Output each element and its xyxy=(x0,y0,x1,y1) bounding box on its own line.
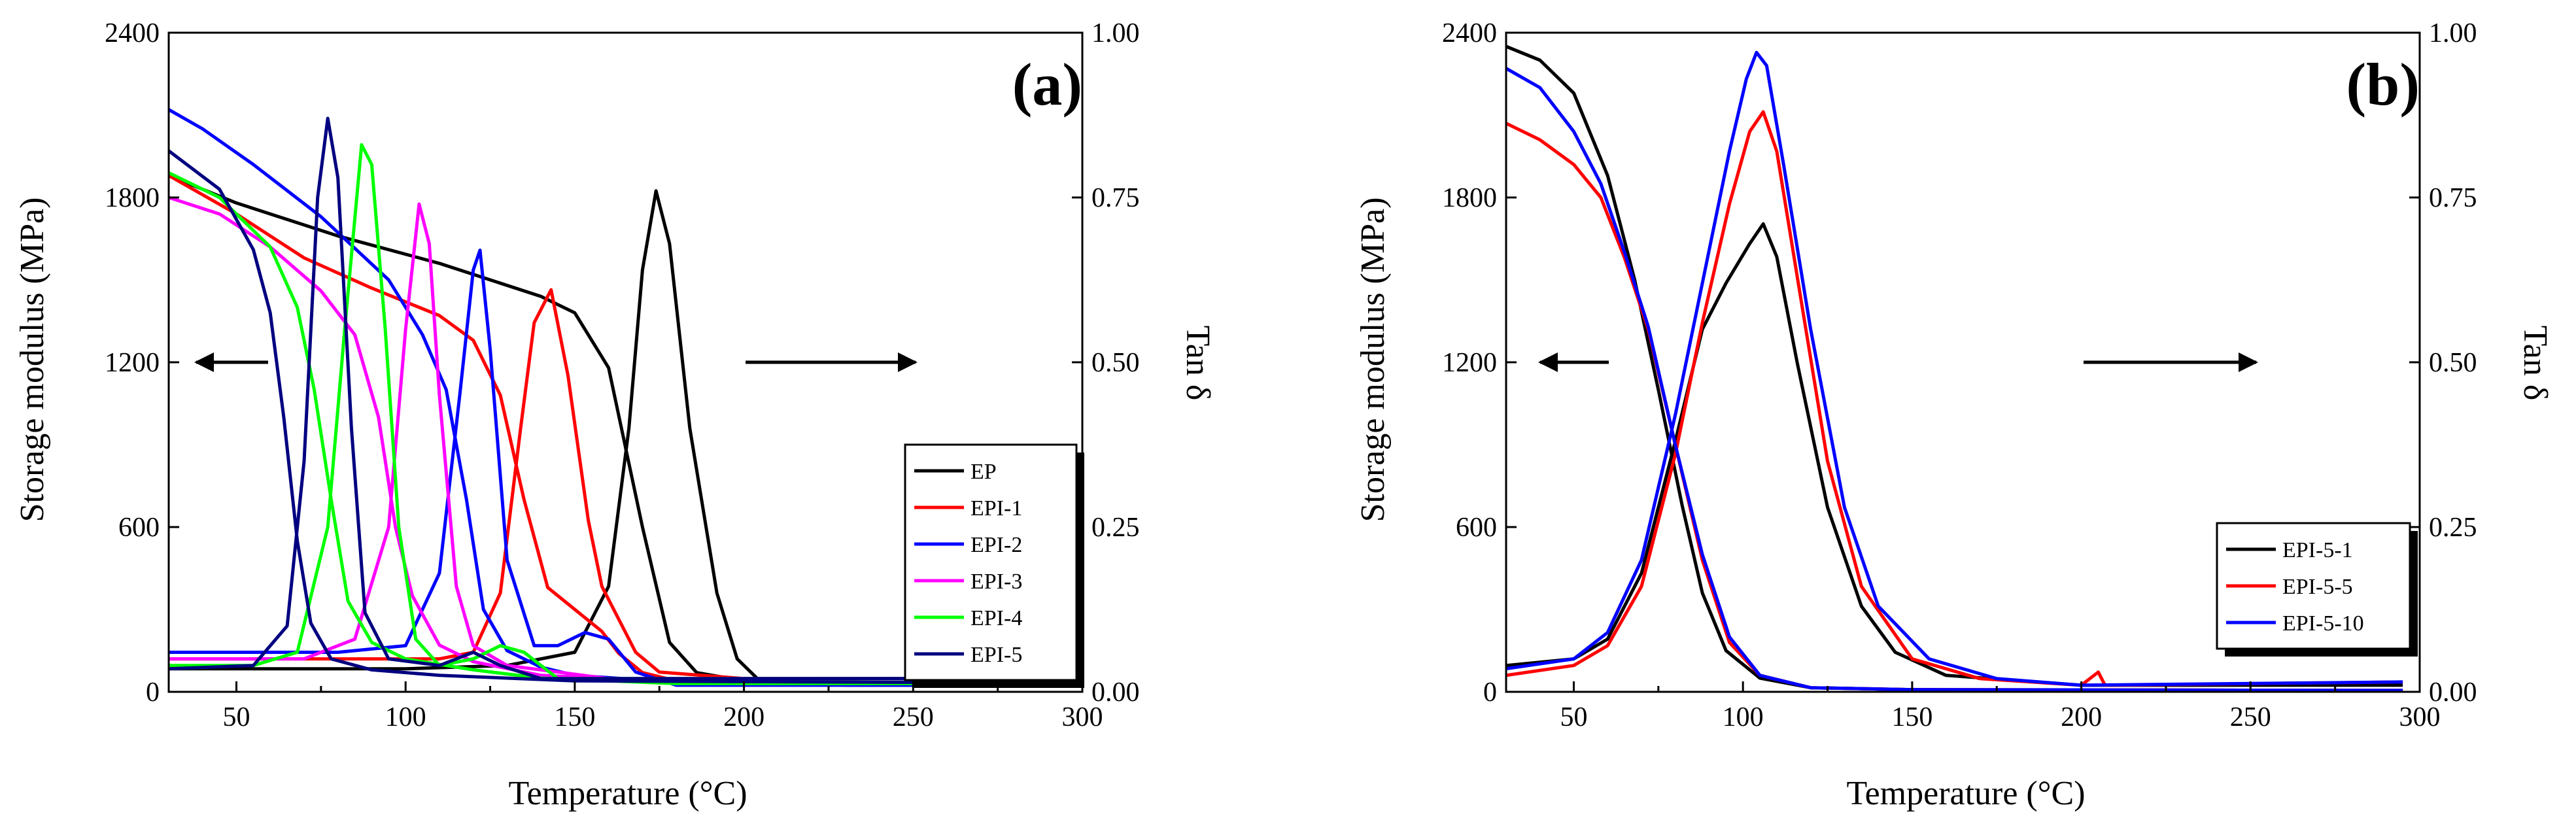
ylabel-a: Storage modulus (MPa) xyxy=(14,197,51,522)
x-tick-label: 50 xyxy=(222,702,250,732)
y2-tick-label: 0.50 xyxy=(1091,348,1140,378)
series-EPI-5-10-storage-modulus-line xyxy=(1506,67,2403,692)
x-tick-label: 200 xyxy=(723,702,764,732)
y2-tick-label: 1.00 xyxy=(2429,18,2477,48)
y-tick-label: 1800 xyxy=(105,183,160,213)
legend-label-EPI-5-5: EPI-5-5 xyxy=(2282,575,2353,599)
series-EPI-5-storage-modulus-line xyxy=(169,149,1066,685)
series-EPI-1-tan-delta-line xyxy=(169,288,1066,681)
plot-area xyxy=(169,108,1066,687)
x-tick-label: 150 xyxy=(554,702,595,732)
y2-tick-label: 0.75 xyxy=(2429,183,2477,213)
y2-tick-label: 0.75 xyxy=(1091,183,1140,213)
y2-tick-label: 1.00 xyxy=(1091,18,1140,48)
xlabel-a: Temperature (°C) xyxy=(508,775,747,812)
panel-b: Storage modulus (MPa) Tan δ Temperature … xyxy=(1354,18,2554,812)
x-tick-label: 300 xyxy=(1062,702,1103,732)
xlabel-b: Temperature (°C) xyxy=(1846,775,2085,812)
series-EPI-5-tan-delta-line xyxy=(169,116,1066,681)
y-tick-label: 600 xyxy=(1456,513,1497,543)
panel-label-b: (b) xyxy=(2346,51,2420,118)
y-tick-label: 600 xyxy=(118,513,160,543)
x-tick-label: 100 xyxy=(385,702,426,732)
ylabel-b: Storage modulus (MPa) xyxy=(1354,197,1392,522)
series-EPI-5-10-tan-delta-line xyxy=(1506,50,2403,687)
x-tick-label: 250 xyxy=(893,702,934,732)
y-tick-label: 2400 xyxy=(105,18,160,48)
y2-tick-label: 0.50 xyxy=(2429,348,2477,378)
x-tick-label: 200 xyxy=(2061,702,2102,732)
series-EPI-2-tan-delta-line xyxy=(169,248,1066,687)
x-tick-label: 150 xyxy=(1891,702,1932,732)
x-tick-label: 100 xyxy=(1723,702,1764,732)
legend-label-EPI-3: EPI-3 xyxy=(970,570,1022,594)
legend: EPI-5-1 EPI-5-5 EPI-5-10 xyxy=(2216,522,2418,657)
y2label-a: Tan δ xyxy=(1179,326,1216,401)
legend-label-EPI-4: EPI-4 xyxy=(970,606,1022,630)
legend-label-EPI-1: EPI-1 xyxy=(970,496,1022,521)
x-tick-label: 250 xyxy=(2230,702,2271,732)
legend-label-EPI-2: EPI-2 xyxy=(970,533,1022,557)
legend-box xyxy=(904,443,1078,681)
legend: EP EPI-1 EPI-2 EPI-3 EPI-4 EPI-5 xyxy=(904,443,1084,688)
legend-label-EP: EP xyxy=(970,460,997,484)
series-EPI-4-tan-delta-line xyxy=(169,143,1066,681)
legend-label-EPI-5: EPI-5 xyxy=(970,643,1022,667)
y2-tick-label: 0.25 xyxy=(1091,513,1140,543)
y-tick-label: 0 xyxy=(1483,677,1497,708)
series-EPI-3-tan-delta-line xyxy=(169,202,1066,681)
y2-tick-label: 0.00 xyxy=(2429,677,2477,708)
y2-tick-label: 0.00 xyxy=(1091,677,1140,708)
legend-label-EPI-5-10: EPI-5-10 xyxy=(2282,611,2364,636)
x-tick-label: 50 xyxy=(1560,702,1587,732)
y-tick-label: 1800 xyxy=(1442,183,1497,213)
y-tick-label: 1200 xyxy=(1442,348,1497,378)
y-tick-label: 2400 xyxy=(1442,18,1497,48)
y-tick-label: 0 xyxy=(146,677,160,708)
y-tick-label: 1200 xyxy=(105,348,160,378)
panel-label-a: (a) xyxy=(1012,51,1082,118)
y2-tick-label: 0.25 xyxy=(2429,513,2477,543)
panel-a: Storage modulus (MPa) Tan δ Temperature … xyxy=(14,18,1216,812)
x-tick-label: 300 xyxy=(2399,702,2441,732)
legend-label-EPI-5-1: EPI-5-1 xyxy=(2282,538,2353,562)
y2label-b: Tan δ xyxy=(2516,326,2554,401)
